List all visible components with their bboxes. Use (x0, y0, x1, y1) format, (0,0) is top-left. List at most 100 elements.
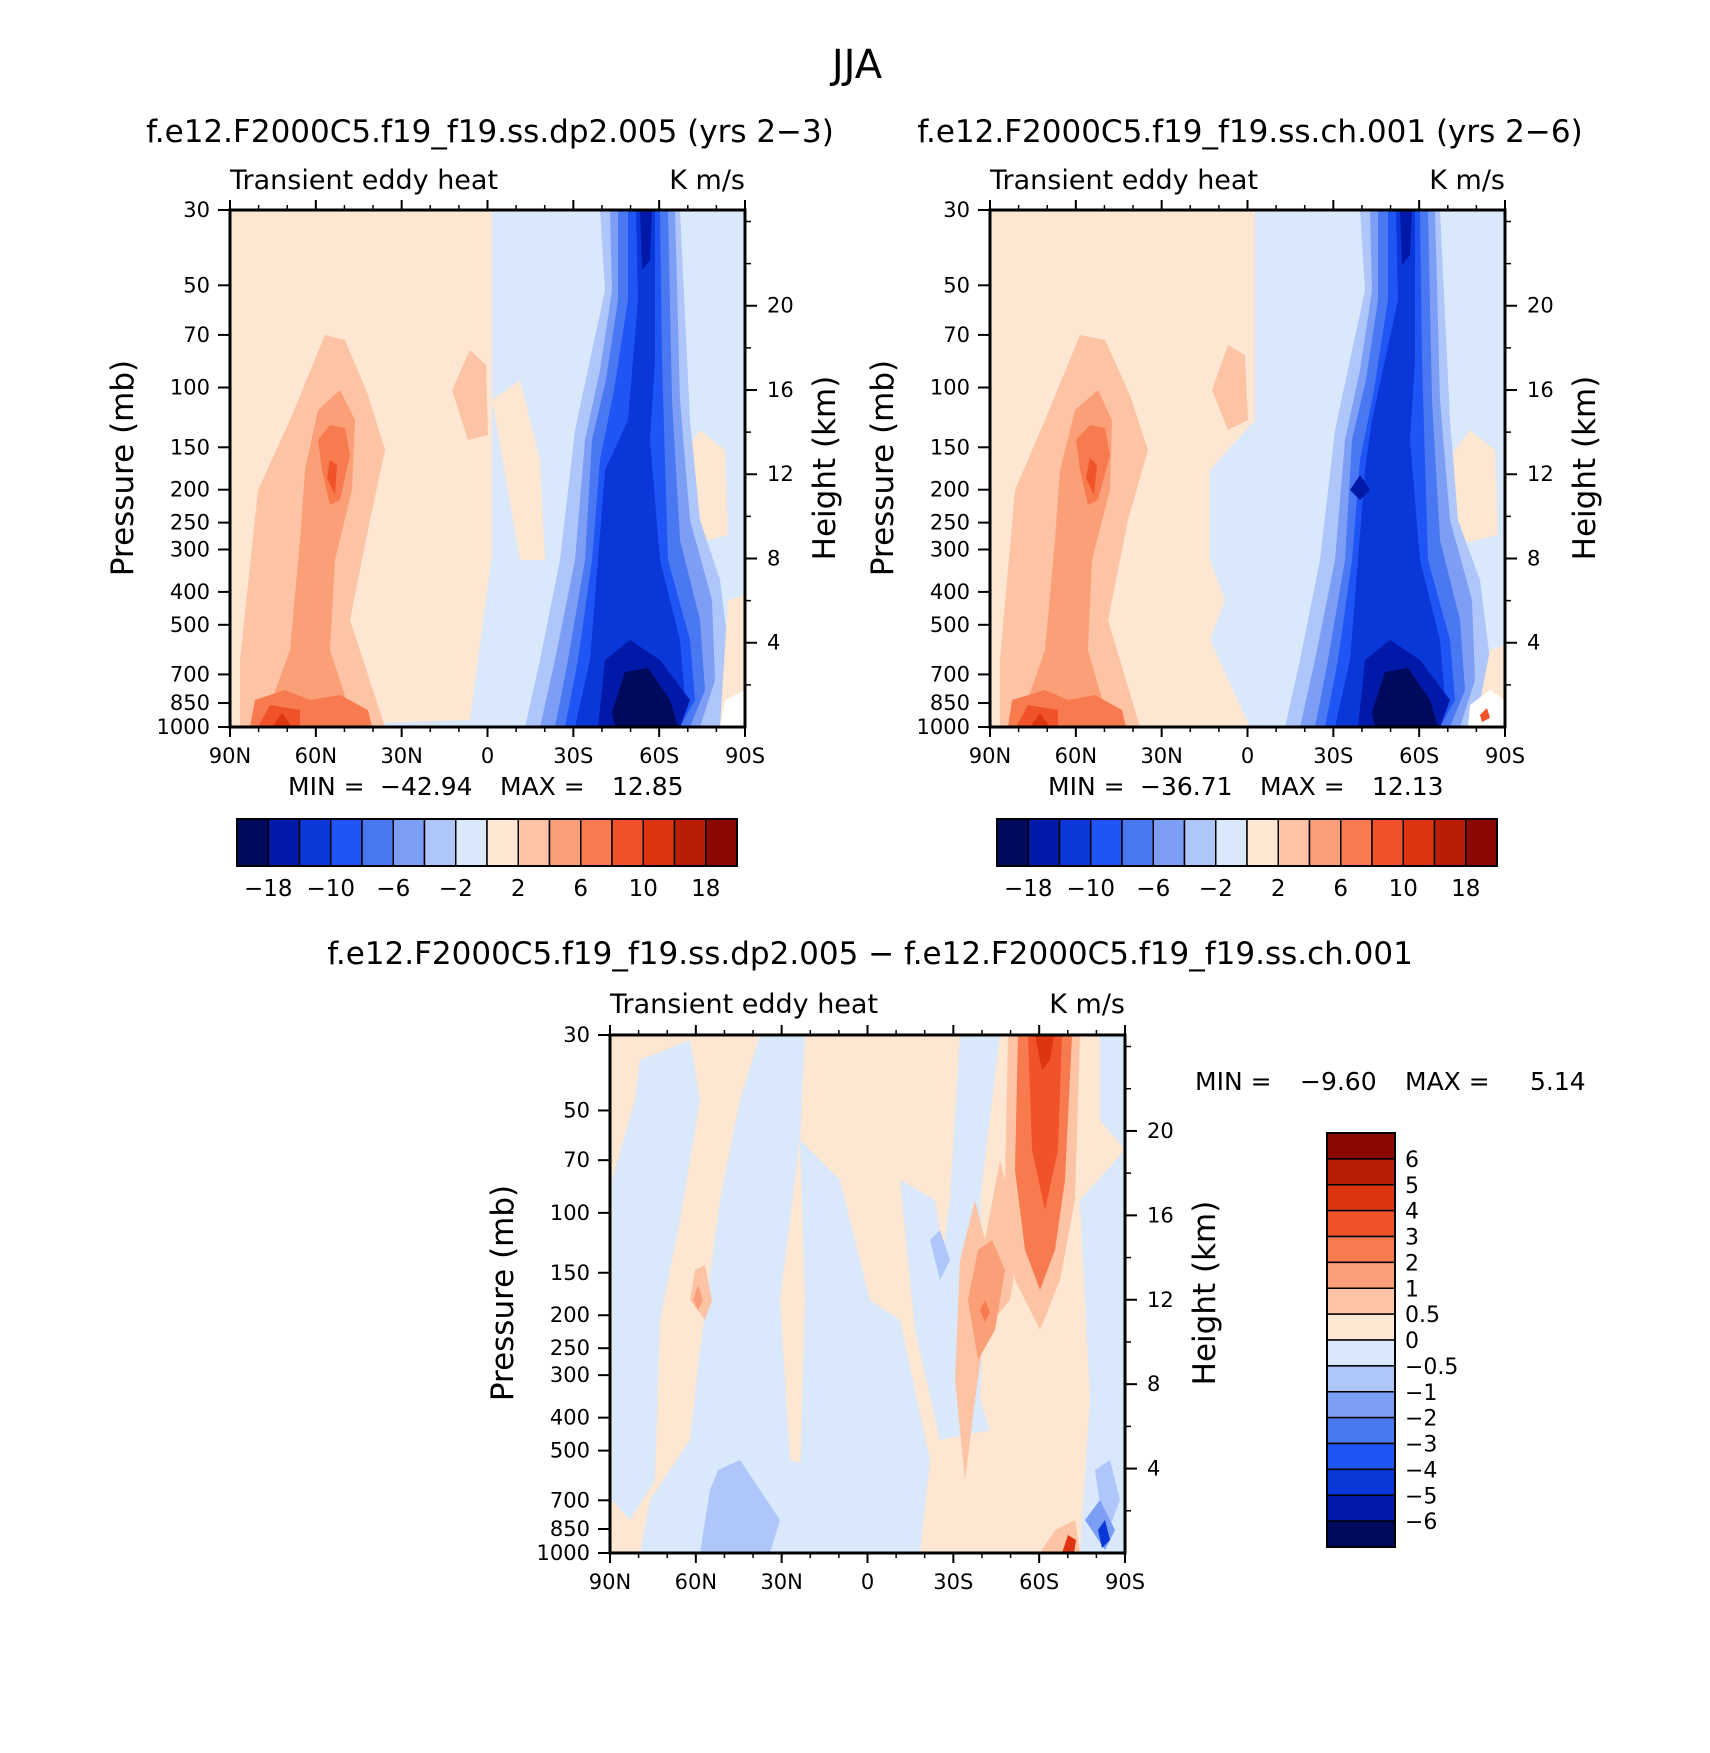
nh-surface-10 (258, 705, 300, 727)
y-tick-label: 50 (563, 1098, 590, 1122)
x-tick-label: 60N (1055, 744, 1097, 768)
y-tick-label: 400 (930, 580, 970, 604)
colorbar-label: 5 (1405, 1174, 1419, 1199)
colorbar-swatch (1326, 1339, 1396, 1367)
colorbar-swatch (1308, 818, 1342, 867)
y-tick-label: 700 (170, 662, 210, 686)
colorbar-swatch (1326, 1132, 1396, 1160)
x-tick-label: 30N (760, 1570, 802, 1594)
colorbar-label: −2 (439, 876, 473, 902)
sh-level-m18 (1335, 210, 1445, 727)
panel-2-min-label: MIN = (1048, 772, 1125, 801)
panel-2-axes: 90N 60N 30N 0 30S 60S 90S 30 50 70 100 150 200 250300… (917, 198, 1554, 768)
y2-tick-label: 12 (1147, 1288, 1174, 1312)
colorbar-label: 2 (511, 876, 526, 902)
colorbar-label: −10 (306, 876, 355, 902)
panel-1-y2label: Height (km) (807, 376, 843, 561)
colorbar-label: −1 (1405, 1381, 1437, 1406)
colorbar-swatch (1326, 1261, 1396, 1289)
panel-3-y2label: Height (km) (1187, 1201, 1223, 1386)
y2-tick-label: 16 (767, 378, 794, 402)
y2-tick-label: 12 (767, 462, 794, 486)
y-tick-label: 1000 (537, 1541, 590, 1565)
colorbar-swatch (1027, 818, 1061, 867)
colorbar-label: 6 (1405, 1148, 1419, 1173)
colorbar-swatch (455, 818, 488, 867)
sh-mid-m22 (1350, 475, 1370, 500)
y2-tick-label: 20 (767, 294, 794, 318)
y-tick-label: 100 (170, 376, 210, 400)
sh-lower-m30 (612, 668, 678, 727)
colorbar-label: 2 (1405, 1251, 1419, 1276)
y-tick-label: 300 (930, 537, 970, 561)
x-tick-label: 30S (1313, 744, 1353, 768)
x-tick-label: 90N (969, 744, 1011, 768)
colorbar-label: −4 (1405, 1458, 1437, 1483)
nh-surface-14 (272, 713, 292, 727)
colorbar-swatch (1152, 818, 1186, 867)
panel-3-max-label: MAX = (1405, 1067, 1490, 1096)
x-tick-label: 30N (380, 744, 422, 768)
neg-m05-a (700, 1460, 780, 1553)
surface-red (1062, 1535, 1076, 1553)
x-tick-label: 30S (553, 744, 593, 768)
x-tick-label: 60S (639, 744, 679, 768)
panel-3-field (610, 1035, 1125, 1553)
x-tick-label: 90S (1105, 1570, 1145, 1594)
y-tick-label: 150 (550, 1261, 590, 1285)
panel-2-title: f.e12.F2000C5.f19_f19.ss.ch.001 (yrs 2−6… (917, 114, 1582, 150)
neg-m5-e (1098, 1520, 1110, 1548)
colorbar-swatch (1326, 1313, 1396, 1341)
panel-1-units: K m/s (669, 165, 745, 196)
y2-tick-label: 4 (767, 631, 780, 655)
colorbar-swatch (392, 818, 426, 867)
panel-2-y2label: Height (km) (1567, 376, 1603, 561)
panel-2-colorbar: −18 −10 −6 −2 2 6 10 18 (996, 818, 1498, 902)
y-tick-label: 30 (943, 198, 970, 222)
colorbar-swatch (1465, 818, 1498, 867)
colorbar-swatch (642, 818, 676, 867)
panel-2-field (990, 210, 1505, 727)
x-tick-label: 60N (675, 1570, 717, 1594)
colorbar-swatch (1121, 818, 1154, 867)
panel-1-field (230, 210, 745, 727)
x-tick-label: 30N (1140, 744, 1182, 768)
panel-3-units: K m/s (1049, 989, 1125, 1020)
colorbar-swatch (1326, 1391, 1396, 1419)
sh-white-edge (720, 690, 745, 727)
y-tick-label: 850 (170, 691, 210, 715)
colorbar-swatch (1090, 818, 1123, 867)
pos-tongue (492, 380, 545, 560)
panel-2-variable: Transient eddy heat (989, 165, 1258, 196)
y-tick-label: 200 (170, 478, 210, 502)
neg-region-c (800, 1140, 930, 1553)
y2-tick-label: 20 (1527, 294, 1554, 318)
neg-m05-b (930, 1230, 950, 1280)
neg-region-a (612, 1040, 700, 1520)
neg-region-g (1100, 1035, 1125, 1150)
panel-2: f.e12.F2000C5.f19_f19.ss.ch.001 (yrs 2−6… (865, 114, 1603, 902)
panel-1-variable: Transient eddy heat (229, 165, 498, 196)
jet-4 (1035, 1035, 1054, 1070)
y-tick-label: 70 (943, 323, 970, 347)
colorbar-swatch (1371, 818, 1404, 867)
x-tick-label: 0 (481, 744, 494, 768)
y-tick-label: 1000 (157, 715, 210, 739)
y2-tick-label: 4 (1147, 1457, 1160, 1481)
colorbar-label: −18 (1004, 876, 1053, 902)
colorbar-swatch (1326, 1184, 1396, 1212)
colorbar-swatch (517, 818, 551, 867)
y-tick-label: 150 (170, 435, 210, 459)
pos-2-sh (980, 1300, 990, 1322)
y-tick-label: 200 (550, 1303, 590, 1327)
colorbar-label: −18 (244, 876, 293, 902)
panel-2-max-label: MAX = (1260, 772, 1345, 801)
y-tick-label: 850 (550, 1517, 590, 1541)
sh-red-spot (1480, 708, 1490, 722)
x-tick-label: 90N (209, 744, 251, 768)
y2-tick-label: 16 (1527, 378, 1554, 402)
y2-tick-label: 4 (1527, 631, 1540, 655)
colorbar-swatch (705, 818, 738, 867)
